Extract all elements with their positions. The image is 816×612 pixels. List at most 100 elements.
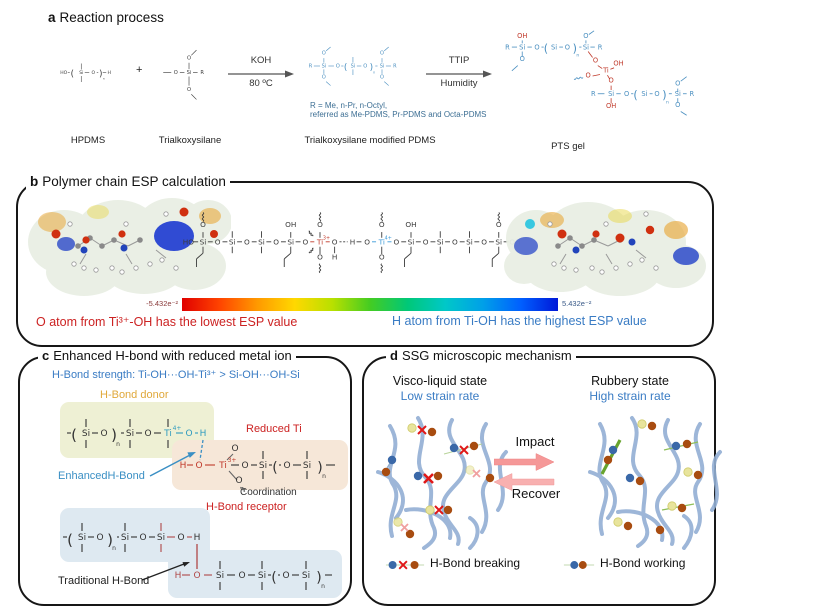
svg-text:R: R bbox=[505, 43, 510, 51]
panel-a-letter: a bbox=[48, 10, 56, 25]
polymer-chain-structure: HOSiOSiOSiOSiOTi3+OHOTi4+OSiOSiOSiOSiOHO… bbox=[183, 212, 521, 274]
svg-text:(: ( bbox=[272, 460, 277, 476]
svg-text:(: ( bbox=[67, 531, 73, 549]
svg-text:HO: HO bbox=[183, 237, 194, 246]
r-note-line1: R = Me, n-Pr, n-Octyl, bbox=[310, 101, 388, 110]
panel-a-title: a Reaction process bbox=[44, 10, 168, 25]
reaction-arrow-1 bbox=[228, 70, 294, 78]
svg-text:O: O bbox=[235, 476, 242, 486]
svg-text:Si: Si bbox=[466, 237, 473, 246]
svg-text:Si: Si bbox=[437, 237, 444, 246]
svg-text:OH: OH bbox=[517, 32, 527, 40]
svg-text:O: O bbox=[336, 64, 340, 70]
plus-sign: + bbox=[136, 64, 143, 76]
hbond-donor-label: H-Bond donor bbox=[100, 389, 169, 401]
svg-text:O: O bbox=[244, 237, 250, 246]
svg-text:n: n bbox=[666, 100, 669, 105]
recover-label: Recover bbox=[511, 486, 561, 501]
svg-text:): ) bbox=[111, 426, 117, 444]
traditional-structure-bottom: H O Si O Si (O Si)n bbox=[175, 561, 332, 590]
svg-text:): ) bbox=[370, 63, 374, 73]
r-note-line2: referred as Me-PDMS, Pr-PDMS and Octa-PD… bbox=[310, 110, 487, 119]
visco-liquid-state-label: Visco-liquid state bbox=[392, 374, 488, 388]
svg-text:H: H bbox=[108, 70, 111, 76]
svg-text:Ti: Ti bbox=[602, 66, 609, 74]
svg-text:(: ( bbox=[271, 570, 276, 586]
svg-text:O: O bbox=[174, 70, 178, 76]
svg-text:H: H bbox=[332, 253, 338, 262]
svg-text:Si: Si bbox=[495, 237, 502, 246]
svg-text:n: n bbox=[322, 473, 326, 480]
svg-text:Ti: Ti bbox=[378, 237, 385, 246]
svg-text:O: O bbox=[452, 237, 458, 246]
svg-text:O: O bbox=[394, 237, 400, 246]
network-rubbery bbox=[588, 416, 722, 550]
svg-text:O: O bbox=[200, 220, 206, 229]
svg-text:O: O bbox=[317, 253, 323, 262]
svg-text:Si: Si bbox=[82, 429, 90, 439]
legend-working-icon bbox=[563, 561, 595, 569]
svg-text:HO: HO bbox=[60, 70, 67, 76]
svg-text:Si: Si bbox=[608, 90, 614, 98]
svg-text:O: O bbox=[195, 461, 202, 471]
svg-text:O: O bbox=[481, 237, 487, 246]
svg-text:H: H bbox=[350, 237, 356, 246]
svg-text:4+: 4+ bbox=[173, 425, 182, 432]
svg-text:H: H bbox=[194, 533, 201, 543]
svg-text:(: ( bbox=[71, 70, 74, 80]
svg-text:O: O bbox=[317, 220, 323, 229]
panel-c-title: c Enhanced H-bond with reduced metal ion bbox=[38, 348, 296, 363]
svg-text:Si: Si bbox=[79, 70, 83, 76]
svg-text:R: R bbox=[598, 43, 603, 51]
svg-text:O: O bbox=[215, 237, 221, 246]
svg-text:OH: OH bbox=[405, 220, 416, 229]
svg-text:O: O bbox=[423, 237, 429, 246]
svg-text:Si: Si bbox=[380, 64, 385, 70]
svg-text:O: O bbox=[303, 237, 309, 246]
svg-text:): ) bbox=[99, 70, 102, 80]
trialkoxysilane-structure: O Si R O O bbox=[163, 49, 204, 100]
svg-text:OH: OH bbox=[285, 220, 296, 229]
network-visco-liquid bbox=[376, 416, 508, 550]
svg-text:Si: Si bbox=[351, 64, 356, 70]
coordination-label: Coordination bbox=[240, 487, 297, 498]
impact-arrow bbox=[494, 453, 555, 471]
arrow2-bottom-label: Humidity bbox=[440, 78, 478, 89]
svg-text:Si: Si bbox=[408, 237, 415, 246]
low-strain-rate-label: Low strain rate bbox=[400, 389, 480, 403]
svg-text:O: O bbox=[379, 253, 385, 262]
svg-text:(: ( bbox=[71, 426, 77, 444]
enhanced-hbond-label: EnhancedH-Bond bbox=[58, 470, 145, 482]
panel-b-title: b Polymer chain ESP calculation bbox=[26, 174, 230, 189]
traditional-hbond-label: Traditional H-Bond bbox=[58, 575, 150, 587]
svg-text:O: O bbox=[675, 80, 680, 88]
svg-text:Si: Si bbox=[322, 64, 327, 70]
svg-text:(: ( bbox=[344, 63, 348, 73]
hpdms-structure: HO (Si O) nH bbox=[60, 63, 111, 82]
recover-arrow bbox=[494, 473, 555, 491]
arrow2-top-label: TTIP bbox=[448, 55, 470, 66]
svg-text:Si: Si bbox=[551, 43, 557, 51]
esp-model-right bbox=[504, 202, 706, 296]
svg-text:H: H bbox=[200, 429, 206, 439]
svg-text:OH: OH bbox=[613, 60, 623, 68]
trialkoxysilane-label: Trialkoxysilane bbox=[158, 135, 222, 146]
svg-text:Si: Si bbox=[200, 237, 207, 246]
svg-text:O: O bbox=[332, 237, 338, 246]
svg-text:O: O bbox=[675, 101, 680, 109]
reaction-arrow-2 bbox=[426, 70, 492, 78]
svg-text:Si: Si bbox=[187, 70, 192, 76]
svg-text:Si: Si bbox=[259, 461, 267, 471]
svg-text:n: n bbox=[373, 70, 375, 74]
svg-text:O: O bbox=[496, 220, 502, 229]
svg-text:O: O bbox=[193, 571, 200, 581]
svg-text:R: R bbox=[393, 64, 397, 70]
reduced-ti-label: Reduced Ti bbox=[246, 423, 302, 435]
svg-text:O: O bbox=[177, 533, 184, 543]
svg-text:O: O bbox=[379, 220, 385, 229]
svg-text:(: ( bbox=[633, 89, 637, 102]
svg-text:Si: Si bbox=[121, 533, 129, 543]
svg-text:O: O bbox=[238, 571, 245, 581]
